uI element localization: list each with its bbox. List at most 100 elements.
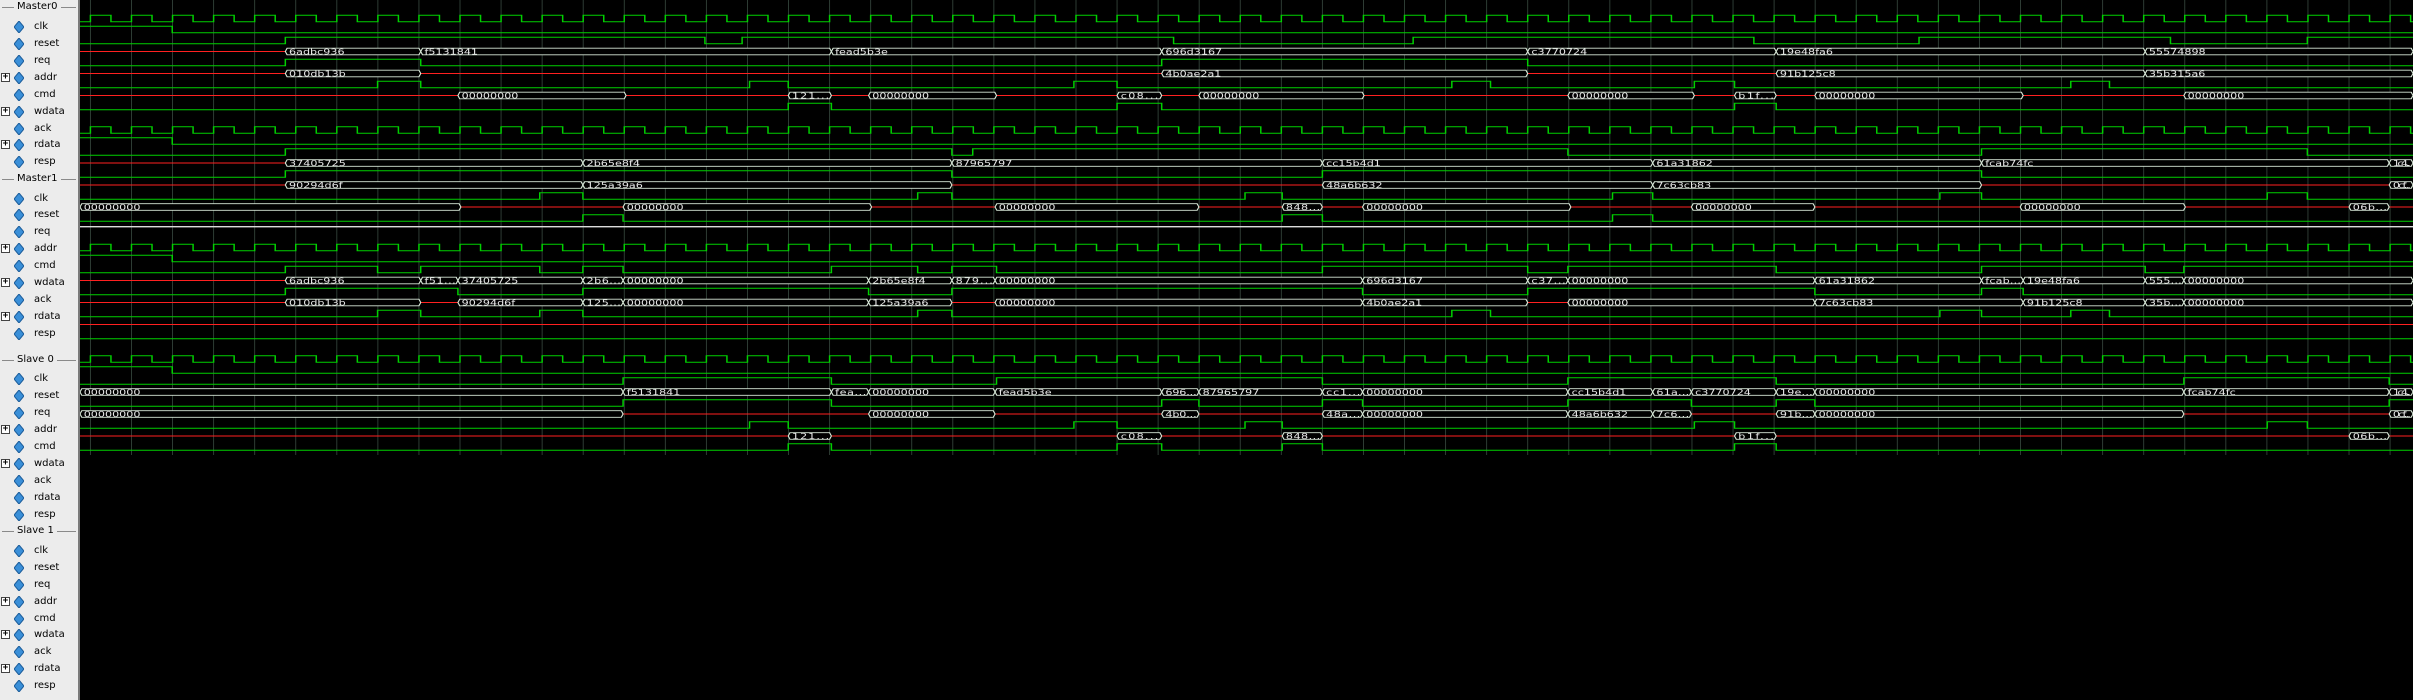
bus-segment[interactable]	[867, 91, 998, 100]
bus-segment[interactable]	[1733, 91, 1777, 100]
bus-segment[interactable]	[1198, 91, 1365, 100]
bus-segment[interactable]	[1733, 432, 1777, 440]
waveform-wdata[interactable]: 010db13b 4b0ae2a1 91b125c8 35b315a6	[80, 69, 2413, 79]
signal-row-req[interactable]: req	[0, 53, 78, 69]
bus-segment[interactable]	[582, 181, 953, 189]
waveform-resp[interactable]	[80, 102, 2413, 111]
bus-segment[interactable]	[1652, 410, 1693, 418]
signal-row-wdata[interactable]: + wdata	[0, 104, 78, 120]
signal-row-ack[interactable]: ack	[0, 121, 78, 137]
bus-segment[interactable]	[787, 432, 833, 440]
expand-toggle-icon[interactable]: +	[1, 71, 10, 82]
bus-segment[interactable]	[2388, 159, 2413, 167]
bus-segment[interactable]	[2144, 69, 2413, 78]
signal-row-req[interactable]: req	[0, 405, 78, 421]
bus-segment[interactable]	[1281, 432, 1324, 440]
signal-row-ack[interactable]: ack	[0, 644, 78, 660]
signal-row-resp[interactable]: resp	[0, 154, 78, 170]
expand-toggle-icon[interactable]: +	[1, 277, 10, 288]
bus-segment[interactable]	[1980, 159, 2390, 167]
bus-segment[interactable]	[1116, 432, 1163, 440]
waveform-rdata[interactable]: 121... c08... 848... b1f... 06b...	[80, 432, 2413, 442]
waveform-wdata[interactable]: 010db13b 90294d6f 125... 00000000 125a39a6 00…	[80, 298, 2413, 308]
signal-row-ack[interactable]: ack	[0, 473, 78, 489]
waveform-reset[interactable]	[80, 366, 2413, 374]
waveform-addr[interactable]: 6adbc936 f51... 37405725 2b6... 00000000 2b65…	[80, 276, 2413, 286]
signal-row-wdata[interactable]: + wdata	[0, 275, 78, 291]
bus-segment[interactable]	[1690, 203, 1816, 211]
signal-row-reset[interactable]: reset	[0, 36, 78, 52]
signal-row-ack[interactable]: ack	[0, 292, 78, 308]
signal-row-rdata[interactable]: rdata	[0, 490, 78, 506]
waveform-clk[interactable]	[80, 14, 2413, 23]
waveform-canvas[interactable]: 6adbc936 f5131841 fead5b3e 696d3167 c3770724…	[80, 0, 2413, 700]
expand-toggle-icon[interactable]: +	[1, 629, 10, 640]
waveform-reset[interactable]	[80, 25, 2413, 34]
bus-segment[interactable]	[1814, 410, 2185, 418]
signal-row-cmd[interactable]: cmd	[0, 439, 78, 455]
bus-segment[interactable]	[2388, 410, 2413, 418]
waveform-wdata[interactable]: 00000000 00000000 4b0... 48a... 00000000 48a6…	[80, 410, 2413, 420]
bus-segment[interactable]	[2388, 388, 2413, 396]
waveform-req[interactable]	[80, 36, 2413, 45]
signal-row-wdata[interactable]: + wdata	[0, 456, 78, 472]
waveform-addr[interactable]: 6adbc936 f5131841 fead5b3e 696d3167 c3770724…	[80, 47, 2413, 57]
bus-segment[interactable]	[1281, 203, 1324, 211]
waveform-cmd[interactable]	[80, 58, 2413, 67]
expand-toggle-icon[interactable]: +	[1, 595, 10, 606]
waveform-resp[interactable]	[80, 443, 2413, 451]
waveform-clk[interactable]	[80, 126, 2413, 134]
expand-toggle-icon[interactable]: +	[1, 424, 10, 435]
expand-toggle-icon[interactable]: +	[1, 243, 10, 254]
waveform-clk[interactable]	[80, 243, 2413, 252]
signal-row-req[interactable]: req	[0, 224, 78, 240]
waveform-wdata[interactable]: 90294d6f 125a39a6 48a6b632 7c63cb83 0cf...	[80, 181, 2413, 191]
panel-divider[interactable]	[78, 0, 80, 700]
waveform-ack[interactable]	[80, 309, 2413, 318]
bus-segment[interactable]	[2348, 432, 2390, 440]
signal-row-reset[interactable]: reset	[0, 388, 78, 404]
waveform-rdata[interactable]: 00000000 00000000 00000000 848... 00000000 00…	[80, 203, 2413, 213]
signal-row-rdata[interactable]: + rdata	[0, 309, 78, 325]
signal-row-addr[interactable]: + addr	[0, 70, 78, 86]
group-header-master0[interactable]: Master0	[0, 1, 78, 14]
waveform-req[interactable]	[80, 377, 2413, 385]
waveform-resp[interactable]	[80, 214, 2413, 222]
signal-row-rdata[interactable]: + rdata	[0, 661, 78, 677]
bus-segment[interactable]	[2019, 203, 2186, 211]
expand-toggle-icon[interactable]: +	[1, 139, 10, 150]
signal-row-clk[interactable]: clk	[0, 371, 78, 387]
signal-row-resp[interactable]: resp	[0, 507, 78, 523]
bus-segment[interactable]	[622, 203, 873, 211]
expand-toggle-icon[interactable]: +	[1, 105, 10, 116]
bus-segment[interactable]	[284, 69, 422, 78]
signal-row-resp[interactable]: resp	[0, 678, 78, 694]
bus-segment[interactable]	[284, 298, 422, 307]
waveform-ack[interactable]	[80, 192, 2413, 200]
bus-segment[interactable]	[867, 410, 996, 418]
expand-toggle-icon[interactable]: +	[1, 663, 10, 674]
signal-row-addr[interactable]: + addr	[0, 422, 78, 438]
bus-segment[interactable]	[2183, 276, 2413, 285]
expand-toggle-icon[interactable]: +	[1, 311, 10, 321]
waveform-addr[interactable]: 00000000 f5131841 fea... 00000000 fead5b3e 69…	[80, 388, 2413, 398]
signal-row-reset[interactable]: reset	[0, 560, 78, 576]
bus-segment[interactable]	[2348, 203, 2390, 211]
signal-row-resp[interactable]: resp	[0, 326, 78, 342]
bus-segment[interactable]	[1161, 410, 1200, 418]
signal-row-cmd[interactable]: cmd	[0, 87, 78, 103]
group-header-slave0[interactable]: Slave 0	[0, 353, 78, 366]
signal-row-cmd[interactable]: cmd	[0, 258, 78, 274]
bus-segment[interactable]	[1361, 203, 1572, 211]
bus-segment[interactable]	[994, 203, 1200, 211]
bus-segment[interactable]	[80, 203, 462, 211]
waveform-req[interactable]	[80, 265, 2413, 274]
bus-segment[interactable]	[2183, 91, 2413, 100]
signal-row-wdata[interactable]: + wdata	[0, 627, 78, 643]
waveform-rdata[interactable]: 00000000 121... 00000000 c08... 00000000 0000…	[80, 91, 2413, 101]
signal-row-clk[interactable]: clk	[0, 191, 78, 207]
signal-row-addr[interactable]: + addr	[0, 241, 78, 257]
waveform-ack[interactable]	[80, 421, 2413, 429]
signal-row-rdata[interactable]: + rdata	[0, 137, 78, 153]
waveform-ack[interactable]	[80, 80, 2413, 89]
